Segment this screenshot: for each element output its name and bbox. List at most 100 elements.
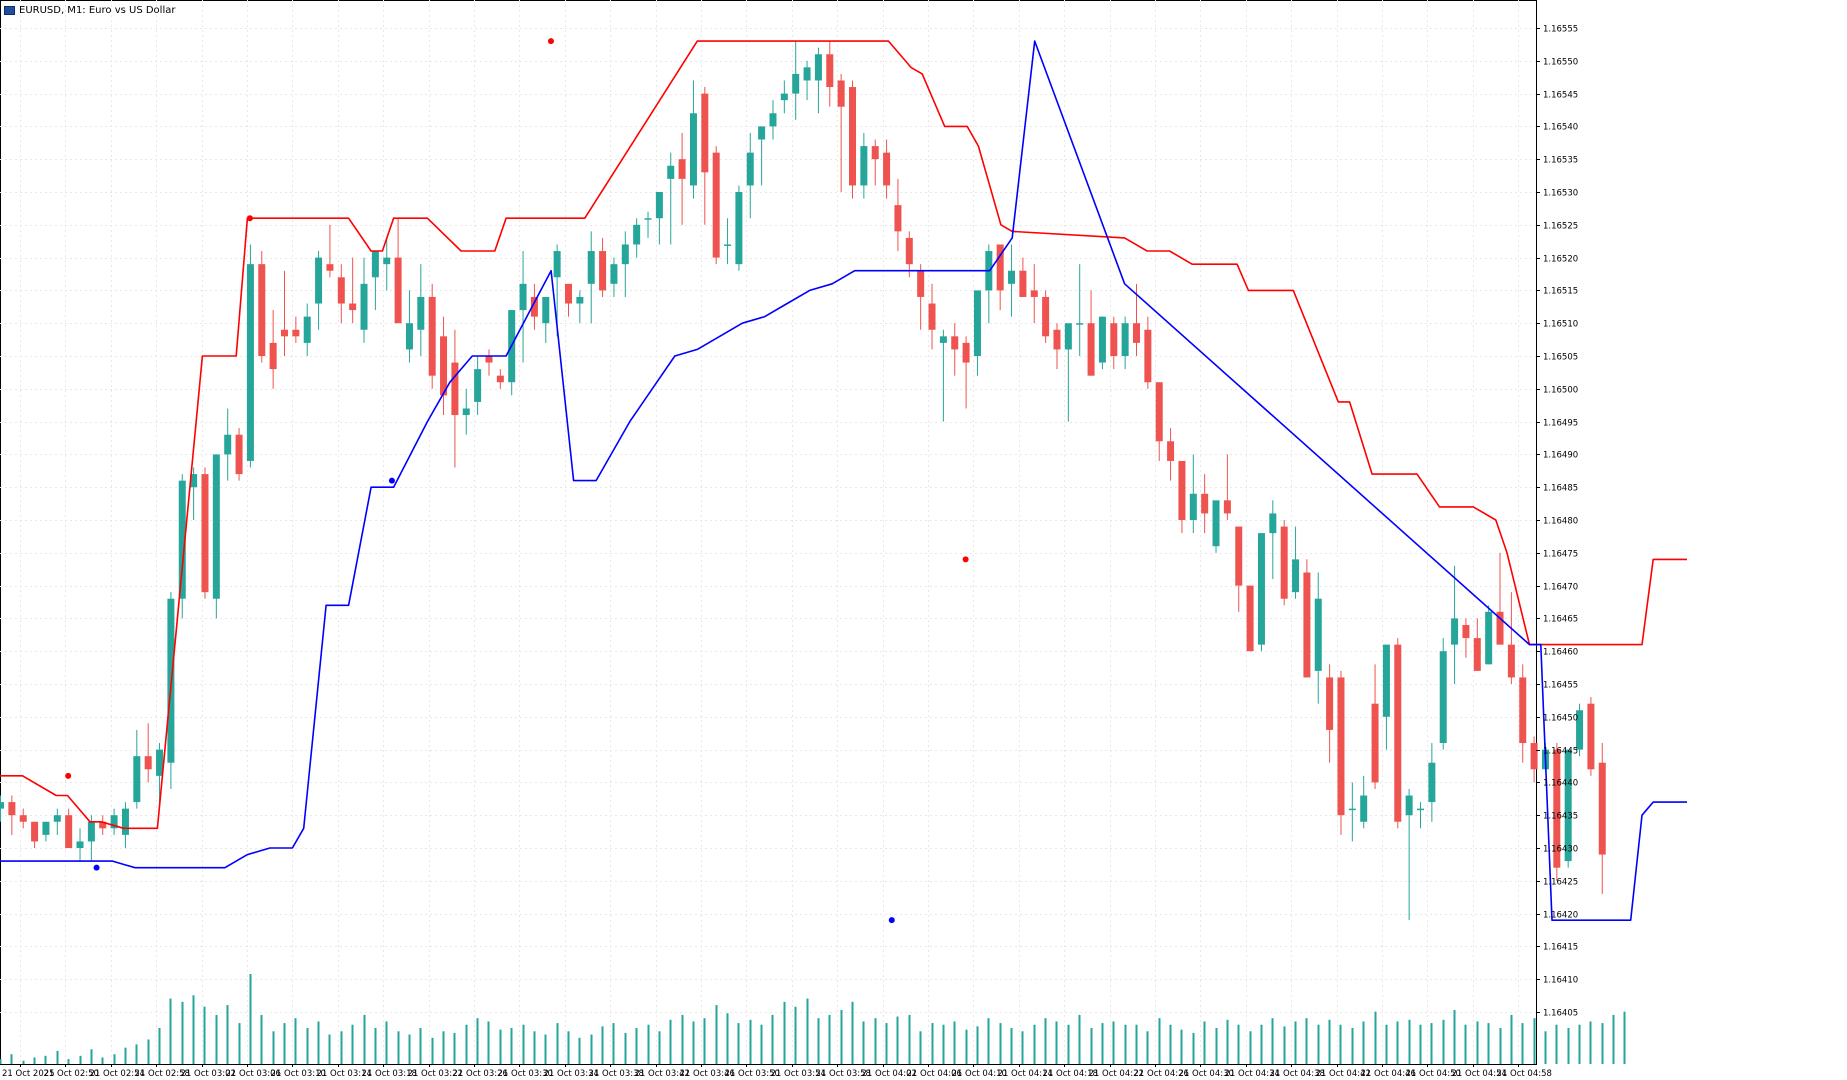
candle-body <box>814 54 822 81</box>
candle <box>440 316 448 416</box>
x-tick-label: 21 Oct 03:30 <box>498 1069 553 1079</box>
channel-markers <box>65 38 969 924</box>
candle-body <box>110 815 118 829</box>
y-tick-label: 1.16435 <box>1543 812 1578 822</box>
candle-body <box>144 756 152 770</box>
candle-body <box>780 93 788 101</box>
candle <box>496 369 504 389</box>
y-tick-label: 1.16410 <box>1543 976 1578 986</box>
candle <box>769 100 777 140</box>
candle-body <box>1110 323 1118 356</box>
x-tick-label: 21 Oct 03:10 <box>271 1069 326 1079</box>
candle <box>1223 454 1231 520</box>
candle <box>156 743 164 803</box>
candle-body <box>1178 460 1186 520</box>
candle <box>360 257 368 343</box>
candle-body <box>1201 493 1209 514</box>
y-tick-label: 1.16440 <box>1543 779 1578 789</box>
y-tick-label: 1.16530 <box>1543 189 1578 199</box>
x-tick-label: 21 Oct 03:26 <box>453 1069 508 1079</box>
candle <box>724 218 732 265</box>
x-tick-label: 21 Oct 04:42 <box>1316 1069 1371 1079</box>
channel-lines <box>0 40 1687 922</box>
candle-body <box>178 480 186 599</box>
upper-channel-line <box>0 40 1687 830</box>
candle-body <box>1507 644 1515 678</box>
x-tick-label: 21 Oct 03:46 <box>680 1069 735 1079</box>
candle <box>746 132 754 219</box>
upper-channel-marker <box>65 772 72 779</box>
candle <box>281 270 288 356</box>
candle-body <box>0 802 4 809</box>
y-tick-label: 1.16480 <box>1543 517 1578 527</box>
candle <box>1405 788 1413 921</box>
y-tick-label: 1.16505 <box>1543 353 1578 363</box>
candle <box>235 428 243 481</box>
candle <box>1496 552 1504 645</box>
candle <box>655 192 663 245</box>
candle <box>758 126 766 186</box>
candle <box>962 336 970 409</box>
candle-body <box>883 152 891 186</box>
candle <box>1598 743 1606 894</box>
candle <box>42 821 50 842</box>
y-tick-label: 1.16415 <box>1543 943 1578 953</box>
candle <box>576 290 584 324</box>
symbol-flag-icon <box>4 5 15 15</box>
candle-body <box>201 474 209 593</box>
candle-body <box>76 841 84 848</box>
candle-body <box>928 303 936 330</box>
candle <box>1076 264 1084 356</box>
candle-body <box>826 54 834 88</box>
candle <box>701 87 709 225</box>
plot-frame <box>0 0 1537 1065</box>
candle-body <box>1189 493 1197 520</box>
x-tick-label: 21 Oct 04:30 <box>1179 1069 1234 1079</box>
candle <box>803 60 811 101</box>
candle <box>1053 323 1061 370</box>
candle-body <box>610 264 618 284</box>
candle-body <box>701 93 709 173</box>
candle <box>667 152 675 245</box>
candle-body <box>712 152 720 258</box>
candle <box>780 80 788 114</box>
candle-body <box>212 454 220 599</box>
candle <box>1576 703 1584 757</box>
candle <box>905 231 913 278</box>
candle <box>99 815 107 835</box>
candle <box>1008 244 1016 317</box>
candle <box>1269 500 1277 580</box>
candle <box>201 467 209 599</box>
candle-body <box>1314 598 1322 671</box>
candle <box>1564 749 1572 868</box>
y-tick-label: 1.16495 <box>1543 419 1578 429</box>
x-tick-label: 21 Oct 04:54 <box>1452 1069 1507 1079</box>
candle-body <box>803 67 811 81</box>
candle-body <box>1326 677 1334 730</box>
y-tick-label: 1.16470 <box>1543 583 1578 593</box>
candle-body <box>871 146 879 160</box>
candle-body <box>1064 323 1072 350</box>
y-tick-label: 1.16500 <box>1543 386 1578 396</box>
candle-body <box>87 821 95 842</box>
candle <box>1257 533 1265 652</box>
candle <box>292 316 300 343</box>
candle <box>1235 526 1243 612</box>
candle-body <box>1212 500 1220 547</box>
candle <box>190 467 198 520</box>
candle-body <box>1405 795 1413 816</box>
candle-body <box>1530 743 1538 770</box>
y-tick-label: 1.16540 <box>1543 123 1578 133</box>
price-axis[interactable]: 1.16555 1.16550 1.16545 1.16540 1.16535 1.165… <box>1536 25 1578 1019</box>
candle-body <box>190 474 198 488</box>
x-tick-label: 21 Oct 04:22 <box>1089 1069 1144 1079</box>
candle <box>65 808 73 848</box>
candle-body <box>462 408 470 416</box>
candle <box>0 795 4 822</box>
candle <box>1121 316 1129 370</box>
candle <box>53 808 61 835</box>
candle-body <box>973 290 981 356</box>
candle-body <box>746 152 754 186</box>
